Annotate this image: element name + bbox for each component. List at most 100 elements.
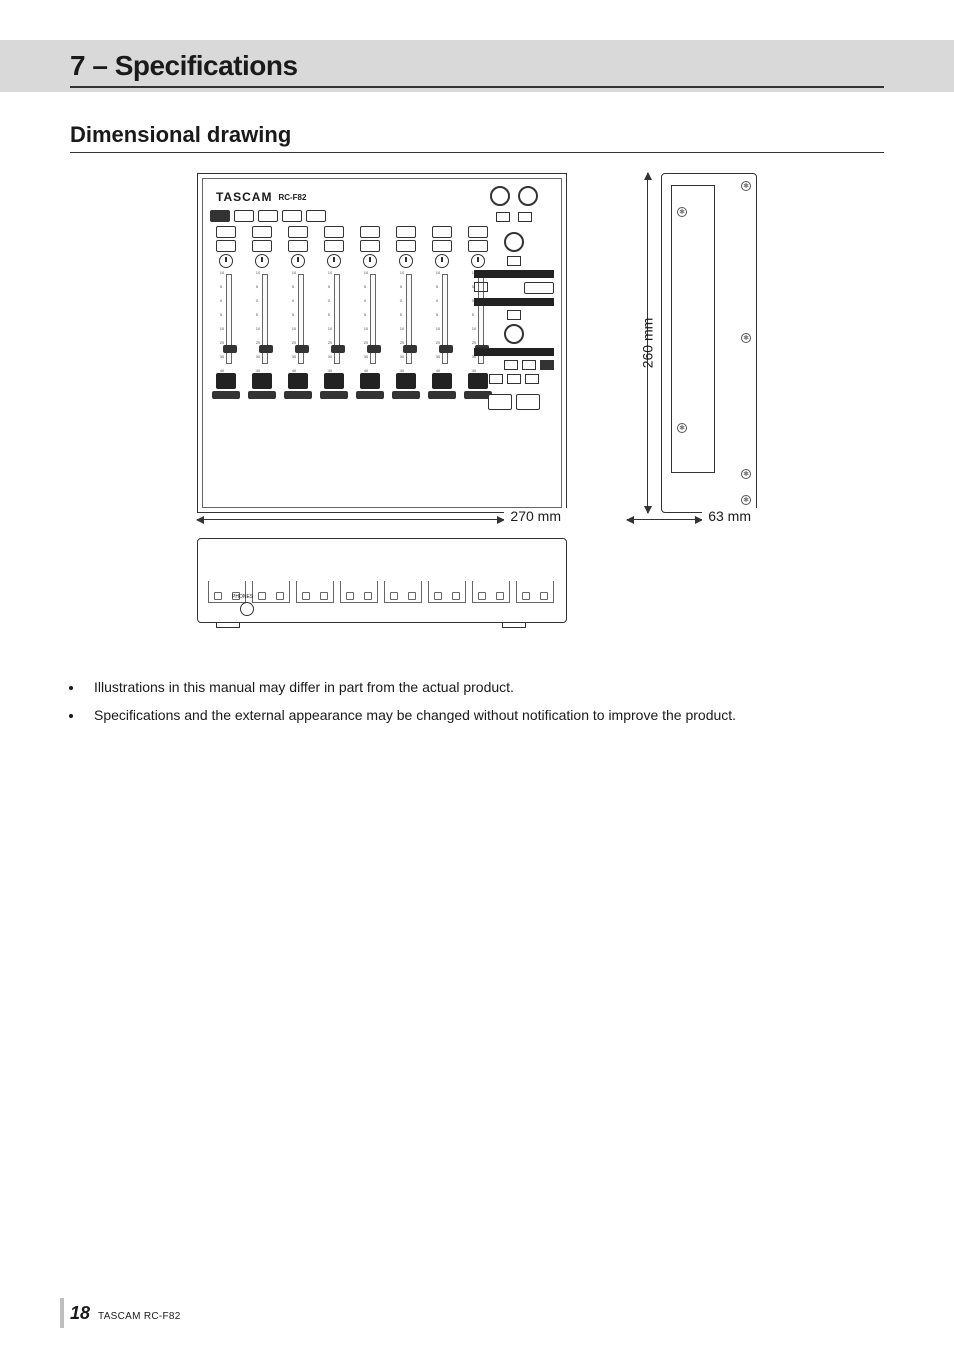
input-button-icon [234,210,254,222]
stereo-mix-bar [474,298,554,306]
sel-button-icon [360,226,380,238]
device-top-view: TASCAM RC-F82 1050 51020 3040 [197,173,567,513]
jack-icon [540,592,548,600]
jack-icon [364,592,372,600]
fader-track-icon [406,274,412,364]
fader-track-icon [298,274,304,364]
height-dimension: 63 mm [627,519,757,520]
sel-button-icon [396,226,416,238]
jack-icon [434,592,442,600]
jack-icon [320,592,328,600]
fader-cap-icon [324,373,344,389]
chapter-header: 7 – Specifications [0,40,954,92]
jack-icon [408,592,416,600]
section-heading: Dimensional drawing [70,122,884,148]
jack-group [472,581,510,603]
mix-knob-icon [504,324,524,344]
solo-button-icon [252,240,272,252]
sel-button-icon [252,226,272,238]
jack-group [516,581,554,603]
screw-icon [741,333,751,343]
ff-button-icon [522,360,536,370]
device-front-view: PHONES [197,538,567,623]
height-label: 63 mm [702,508,757,529]
sel-button-icon [216,226,236,238]
screw-icon [741,469,751,479]
figure-col-side: 260 mm 63 mm [627,173,757,623]
channel-label [248,391,276,399]
pan-knob-icon [291,254,305,268]
channel-label [284,391,312,399]
channel-label [392,391,420,399]
play-button-icon [507,374,521,384]
channel-label [356,391,384,399]
fader-cap-icon [288,373,308,389]
page-footer: 18 TASCAM RC-F82 [70,1303,181,1324]
solo-button-icon [432,240,452,252]
talkback-bar [474,270,554,278]
chapter-rule [70,86,884,88]
jack-group [428,581,466,603]
fader-track-icon [262,274,268,364]
mono-button-icon [507,256,521,266]
transport-row [474,374,554,384]
width-dimension: 270 mm [197,519,567,520]
master-panel [474,186,554,500]
page-number: 18 [70,1303,90,1324]
foot-icon [216,623,240,628]
remote-button-icon [306,210,326,222]
channel-label [428,391,456,399]
rew-button-icon [504,360,518,370]
foot-icon [502,623,526,628]
solo-button-icon [216,240,236,252]
solo-led-icon [518,212,532,222]
screw-icon [677,423,687,433]
locate-bar [474,348,554,356]
channel-label [320,391,348,399]
note-item: Specifications and the external appearan… [84,701,884,729]
channel-strip: 1050 51020 3040 [210,226,242,399]
note-item: Illustrations in this manual may differ … [84,673,884,701]
jack-icon [302,592,310,600]
channel-strip: 1050 51020 3040 [282,226,314,399]
section-rule [70,152,884,153]
jack-icon [214,592,222,600]
sel-button-icon [432,226,452,238]
jack-icon [390,592,398,600]
fader-track-icon [334,274,340,364]
phones-text: PHONES [232,594,253,600]
footer-accent-bar [60,1298,64,1328]
solo-button-icon [288,240,308,252]
jack-icon [496,592,504,600]
fader-track-icon [370,274,376,364]
jack-icon [452,592,460,600]
device-side-view: 260 mm [627,173,757,513]
brand-label: TASCAM [216,190,272,204]
channel-strip: 1050 51020 3040 [390,226,422,399]
solo-button-icon [396,240,416,252]
jack-group [340,581,378,603]
channel-strip: 1050 51020 3040 [354,226,386,399]
pan-knob-icon [435,254,449,268]
pan-knob-icon [327,254,341,268]
jack-group [384,581,422,603]
shift-button-icon [540,360,554,370]
fader-track-icon [442,274,448,364]
sel-button-icon [288,226,308,238]
sel-button-icon [507,310,521,320]
phones-knob-icon [504,232,524,252]
talkback-button-icon [524,282,554,294]
front-jack-row [208,581,556,603]
signal-button-icon [258,210,278,222]
solo-button-icon [324,240,344,252]
depth-label: 260 mm [639,318,655,369]
rec-button-icon [516,394,540,410]
jack-icon [276,592,284,600]
jack-icon [522,592,530,600]
pause-button-icon [488,394,512,410]
pan-knob-icon [363,254,377,268]
screw-icon [741,495,751,505]
screw-icon [677,207,687,217]
pan-knob-icon [399,254,413,268]
chapter-title: 7 – Specifications [70,50,884,82]
